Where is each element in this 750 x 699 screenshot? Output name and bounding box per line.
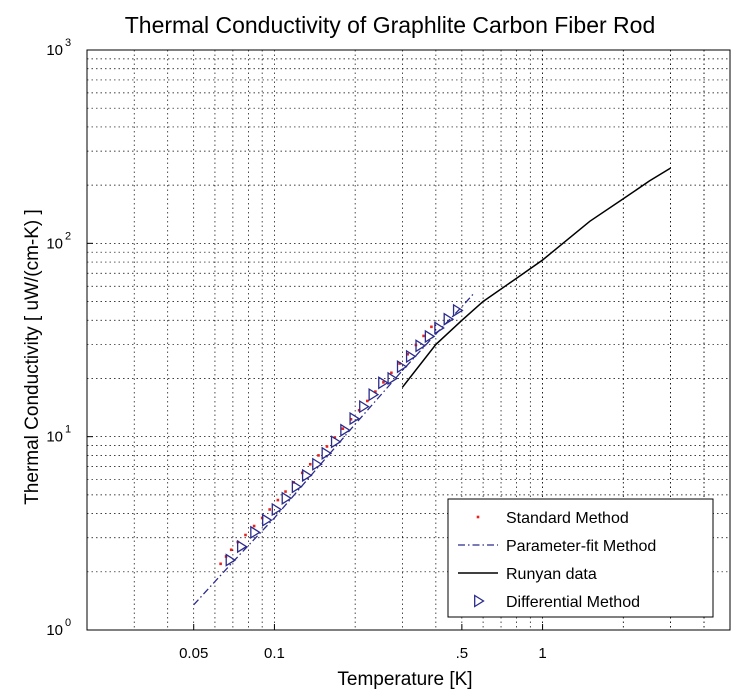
legend-item: Differential Method <box>474 594 640 611</box>
data-point <box>366 399 369 403</box>
data-point <box>236 539 248 554</box>
data-point <box>452 303 464 318</box>
data-point <box>359 399 370 414</box>
data-point <box>225 553 237 567</box>
data-point <box>312 457 323 471</box>
data-point <box>398 362 401 365</box>
data-point <box>424 329 436 344</box>
legend-label: Parameter-fit Method <box>506 538 656 555</box>
legend-marker <box>476 515 480 519</box>
legend-label: Standard Method <box>506 510 629 527</box>
data-point <box>271 502 283 517</box>
legend-marker <box>474 594 485 608</box>
data-point <box>252 524 256 528</box>
data-point <box>333 436 337 439</box>
series-differential-method <box>225 303 464 567</box>
series-parameter-fit-method <box>193 293 474 606</box>
data-point <box>281 491 293 505</box>
y-tick-label: 10 <box>46 42 63 59</box>
data-point <box>382 381 385 384</box>
y-tick-exponent: 1 <box>65 424 71 436</box>
data-point <box>374 390 377 393</box>
data-point <box>415 339 427 353</box>
series-layer <box>193 167 671 606</box>
data-point <box>317 454 320 457</box>
data-point <box>301 468 313 483</box>
y-axis-label: Thermal Conductivity [ uW/(cm-K) ] <box>22 209 43 505</box>
y-tick-label: 10 <box>46 429 63 446</box>
legend-item: Standard Method <box>476 510 629 527</box>
data-point <box>430 325 433 329</box>
y-tick-exponent: 3 <box>65 37 71 49</box>
data-point <box>284 490 287 493</box>
data-point <box>396 360 408 374</box>
y-tick-exponent: 2 <box>65 230 71 242</box>
data-point <box>349 417 353 421</box>
y-tick-exponent: 0 <box>65 617 71 629</box>
legend: Standard Method Parameter-fit Method Runya… <box>447 498 714 618</box>
data-point <box>276 498 280 502</box>
data-point <box>406 352 409 356</box>
x-tick-label: .5 <box>456 645 469 662</box>
x-tick-label: 0.1 <box>264 645 285 662</box>
data-point <box>229 548 233 552</box>
data-point <box>321 446 333 461</box>
data-point <box>219 562 222 566</box>
data-point <box>250 525 261 540</box>
legend-label: Runyan data <box>506 566 597 583</box>
data-point <box>368 387 380 402</box>
data-point <box>405 349 417 364</box>
data-point <box>443 312 455 326</box>
data-point <box>325 445 329 448</box>
y-tick-label: 10 <box>46 622 63 639</box>
series-line <box>193 293 474 606</box>
y-tick-label: 10 <box>46 235 63 252</box>
data-point <box>340 423 351 437</box>
data-point <box>308 462 312 466</box>
series-runyan-data <box>401 167 671 388</box>
data-point <box>387 371 399 386</box>
x-axis-label: Temperature [K] <box>337 669 472 690</box>
data-point <box>378 376 389 390</box>
plot-frame <box>86 49 731 631</box>
data-point <box>349 411 361 426</box>
data-point <box>341 427 345 430</box>
data-point <box>434 321 445 335</box>
data-point <box>291 480 303 494</box>
legend-box <box>447 498 714 618</box>
legend-item: Runyan data <box>458 566 597 583</box>
series-line <box>401 167 671 388</box>
x-tick-label: 1 <box>538 645 546 662</box>
data-point <box>330 435 342 449</box>
chart-title: Thermal Conductivity of Graphlite Carbon… <box>125 12 656 38</box>
data-point <box>268 508 271 511</box>
legend-item: Parameter-fit Method <box>458 538 656 555</box>
legend-label: Differential Method <box>506 594 640 611</box>
x-tick-label: 0.05 <box>179 645 208 662</box>
data-point <box>244 533 247 537</box>
data-point <box>262 513 273 527</box>
data-point <box>390 371 393 375</box>
data-point <box>422 334 425 338</box>
